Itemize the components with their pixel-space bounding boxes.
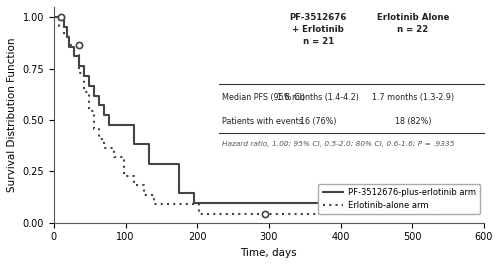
Text: Median PFS (95% CI): Median PFS (95% CI) xyxy=(222,93,304,102)
Text: Patients with events: Patients with events xyxy=(222,117,302,126)
Text: 1.7 months (1.3-2.9): 1.7 months (1.3-2.9) xyxy=(372,93,454,102)
Text: 18 (82%): 18 (82%) xyxy=(394,117,431,126)
Text: 16 (76%): 16 (76%) xyxy=(300,117,337,126)
Y-axis label: Survival Distribution Function: Survival Distribution Function xyxy=(7,38,17,192)
Text: 1.6 months (1.4-4.2): 1.6 months (1.4-4.2) xyxy=(278,93,359,102)
X-axis label: Time, days: Time, days xyxy=(240,248,297,258)
Legend: PF-3512676-plus-erlotinib arm, Erlotinib-alone arm: PF-3512676-plus-erlotinib arm, Erlotinib… xyxy=(318,184,480,214)
Text: Erlotinib Alone
n = 22: Erlotinib Alone n = 22 xyxy=(376,14,449,34)
Text: PF-3512676
+ Erlotinib
n = 21: PF-3512676 + Erlotinib n = 21 xyxy=(290,14,347,46)
Text: Hazard ratio, 1.00; 95% CI, 0.5-2.0; 80% CI, 0.6-1.6; P = .9335: Hazard ratio, 1.00; 95% CI, 0.5-2.0; 80%… xyxy=(222,141,454,147)
